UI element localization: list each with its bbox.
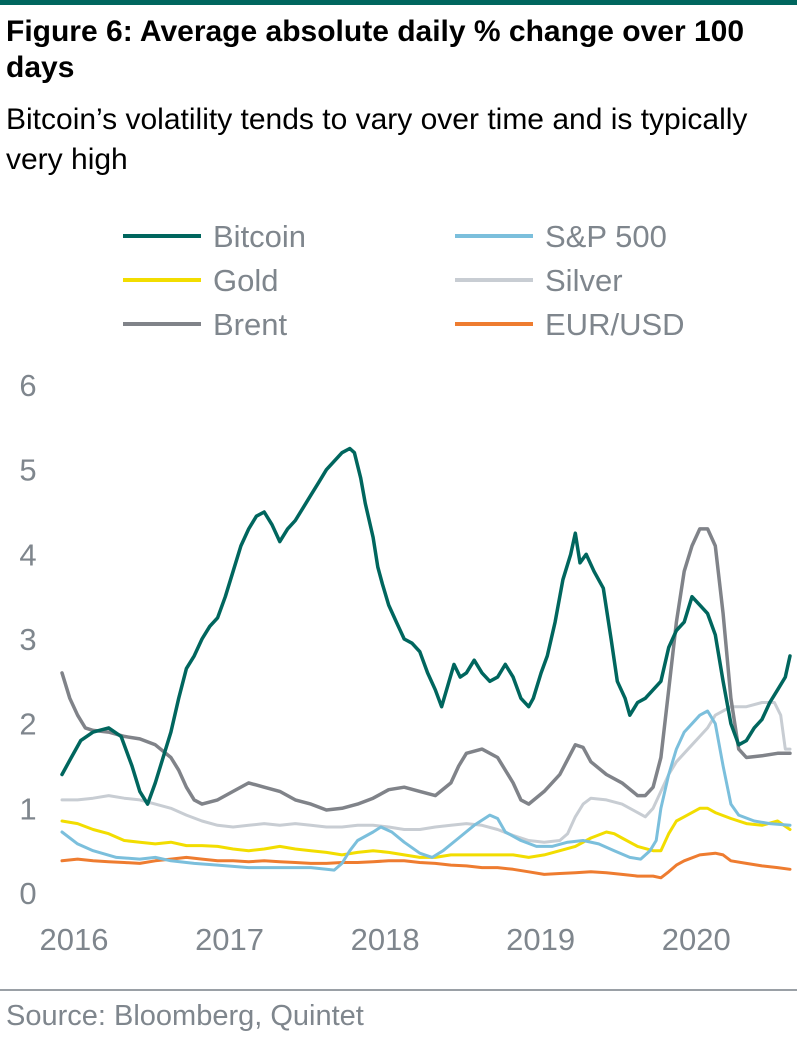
x-tick-label-4: 2020 <box>662 922 731 957</box>
top-rule <box>0 0 797 5</box>
y-tick-label-4: 4 <box>19 537 36 572</box>
plot-area <box>60 446 792 880</box>
series-line-s-p-500 <box>60 709 792 872</box>
series-line-brent <box>60 527 792 812</box>
chart-legend: Bitcoin S&P 500 Gold Silver Brent EUR/USD <box>123 219 685 342</box>
x-tick-label-1: 2017 <box>195 922 264 957</box>
bottom-rule <box>0 989 797 991</box>
series-line-eur-usd <box>60 851 792 880</box>
x-tick-label-3: 2019 <box>506 922 575 957</box>
x-tick-label-2: 2018 <box>351 922 420 957</box>
y-tick-label-1: 1 <box>19 791 36 826</box>
legend-label-s-p-500: S&P 500 <box>545 219 667 254</box>
y-tick-label-6: 6 <box>19 368 36 403</box>
legend-label-brent: Brent <box>213 307 287 342</box>
line-chart: Bitcoin S&P 500 Gold Silver Brent EUR/USD 0 1 2… <box>19 219 792 957</box>
figure-subtitle: Bitcoin’s volatility tends to vary over … <box>6 103 748 176</box>
y-tick-label-0: 0 <box>19 876 36 911</box>
series-line-gold <box>60 806 792 859</box>
legend-label-eur-usd: EUR/USD <box>545 307 685 342</box>
source-note: Source: Bloomberg, Quintet <box>6 1000 364 1032</box>
y-tick-label-2: 2 <box>19 707 36 742</box>
x-tick-label-0: 2016 <box>40 922 109 957</box>
series-line-silver <box>60 701 792 844</box>
y-tick-label-5: 5 <box>19 453 36 488</box>
legend-label-gold: Gold <box>213 263 278 298</box>
series-line-bitcoin <box>60 446 792 806</box>
legend-label-silver: Silver <box>545 263 623 298</box>
y-axis: 0 1 2 3 4 5 6 <box>19 368 36 911</box>
figure-title: Figure 6: Average absolute daily % chang… <box>6 15 745 84</box>
legend-label-bitcoin: Bitcoin <box>213 219 306 254</box>
y-tick-label-3: 3 <box>19 622 36 657</box>
x-axis: 2016 2017 2018 2019 2020 <box>40 922 731 957</box>
